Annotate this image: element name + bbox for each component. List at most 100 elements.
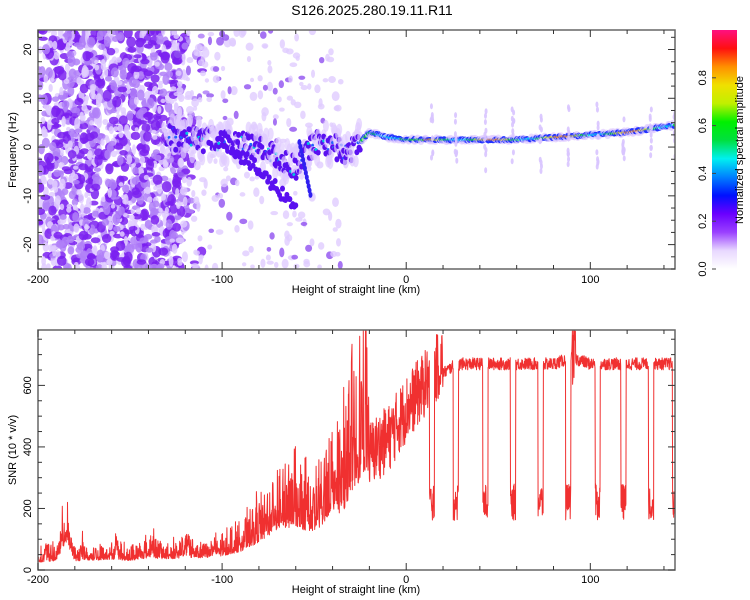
heatmap-cell xyxy=(174,215,182,220)
heatmap-cell xyxy=(119,231,125,237)
heatmap-cell xyxy=(173,33,180,39)
heatmap-cell xyxy=(62,223,70,230)
heatmap-cell xyxy=(211,194,220,202)
heatmap-cell xyxy=(172,40,178,50)
heatmap-cell xyxy=(181,251,188,263)
heatmap-cell xyxy=(241,262,247,267)
heatmap-cell xyxy=(119,135,128,147)
heatmap-cell xyxy=(72,179,80,185)
heatmap-cell xyxy=(96,254,103,263)
heatmap-cell xyxy=(250,162,256,169)
heatmap-cell xyxy=(272,87,278,95)
heatmap-cell xyxy=(78,163,89,171)
heatmap-cell xyxy=(140,208,150,221)
heatmap-cell xyxy=(161,121,167,133)
heatmap-cell xyxy=(253,187,260,197)
heatmap-cell xyxy=(144,81,153,88)
heatmap-cell xyxy=(128,214,135,221)
heatmap-cell xyxy=(159,88,168,97)
heatmap-cell xyxy=(104,251,111,260)
heatmap-cell xyxy=(66,51,75,59)
heatmap-cell xyxy=(107,221,113,231)
heatmap-cell xyxy=(53,231,63,239)
heatmap-cell xyxy=(67,85,75,97)
heatmap-cell xyxy=(167,194,177,207)
heatmap-cell xyxy=(172,180,182,188)
heatmap-cell xyxy=(272,114,279,120)
heatmap-cell xyxy=(211,262,219,269)
heatmap-cell xyxy=(81,67,87,79)
heatmap-cell xyxy=(242,250,250,257)
heatmap-cell xyxy=(159,71,168,77)
heatmap-cell xyxy=(41,126,47,138)
heatmap-cell xyxy=(137,89,145,101)
heatmap-cell xyxy=(277,96,282,103)
heatmap-cell xyxy=(454,112,458,119)
heatmap-cell xyxy=(63,78,70,85)
heatmap-cell xyxy=(337,78,344,85)
heatmap-cell xyxy=(161,30,166,36)
spectrogram-x-ticks: -200 -100 0 100 xyxy=(27,30,665,286)
heatmap-cell xyxy=(136,259,147,265)
heatmap-cell xyxy=(131,177,139,185)
spectrogram-y-tick-label: 10 xyxy=(22,92,34,104)
heatmap-cell xyxy=(50,78,55,83)
heatmap-cell xyxy=(239,192,246,197)
heatmap-cell xyxy=(150,52,158,61)
heatmap-cell xyxy=(124,143,131,152)
heatmap-cell xyxy=(47,178,54,185)
spectrogram-y-tick-label: 20 xyxy=(22,43,34,55)
heatmap-cell xyxy=(272,178,278,185)
heatmap-cell xyxy=(186,105,194,114)
heatmap-cell xyxy=(281,258,289,269)
heatmap-cell xyxy=(266,260,274,265)
heatmap-cell xyxy=(132,190,142,198)
heatmap-cell xyxy=(356,118,363,131)
heatmap-cell xyxy=(293,190,298,196)
heatmap-cell xyxy=(236,131,242,138)
heatmap-cell xyxy=(195,115,202,128)
heatmap-cell xyxy=(174,50,182,59)
heatmap-cell xyxy=(248,245,254,253)
heatmap-cell xyxy=(135,37,145,48)
heatmap-cell xyxy=(141,123,151,133)
heatmap-cell xyxy=(200,70,207,77)
heatmap-cell xyxy=(295,55,300,61)
heatmap-cell xyxy=(116,80,123,86)
heatmap-cell xyxy=(130,131,141,140)
heatmap-cell xyxy=(68,190,76,200)
heatmap-cell xyxy=(299,81,304,87)
heatmap-cell xyxy=(99,30,107,37)
heatmap-cell xyxy=(112,213,121,226)
heatmap-cell xyxy=(305,244,313,252)
heatmap-cell xyxy=(484,127,488,134)
heatmap-cell xyxy=(126,200,133,206)
heatmap-cell xyxy=(262,44,268,49)
heatmap-cell xyxy=(292,173,296,177)
heatmap-cell xyxy=(199,153,206,166)
heatmap-cell xyxy=(140,223,146,231)
heatmap-cell xyxy=(207,36,213,46)
heatmap-cell xyxy=(41,44,51,55)
heatmap-cell xyxy=(144,186,151,195)
heatmap-cell xyxy=(79,111,84,121)
heatmap-cell xyxy=(202,90,210,95)
heatmap-cell xyxy=(158,207,163,213)
heatmap-cell xyxy=(259,195,265,205)
heatmap-cell xyxy=(219,136,225,143)
heatmap-cell xyxy=(137,109,144,117)
heatmap-cell xyxy=(538,138,542,145)
snr-y-tick-label: 200 xyxy=(22,499,34,517)
heatmap-cell xyxy=(191,190,196,198)
heatmap-cell xyxy=(278,80,284,89)
snr-x-tick-label: -200 xyxy=(27,574,49,586)
heatmap-cell xyxy=(93,167,102,172)
heatmap-cell xyxy=(181,53,186,62)
heatmap-cell xyxy=(84,223,89,232)
heatmap-cell xyxy=(49,141,57,152)
heatmap-cell xyxy=(89,85,96,95)
snr-y-axis-title: SNR (10 * v/v) xyxy=(7,415,19,485)
heatmap-cell xyxy=(621,144,625,151)
heatmap-cell xyxy=(176,87,184,95)
heatmap-cell xyxy=(132,78,140,89)
